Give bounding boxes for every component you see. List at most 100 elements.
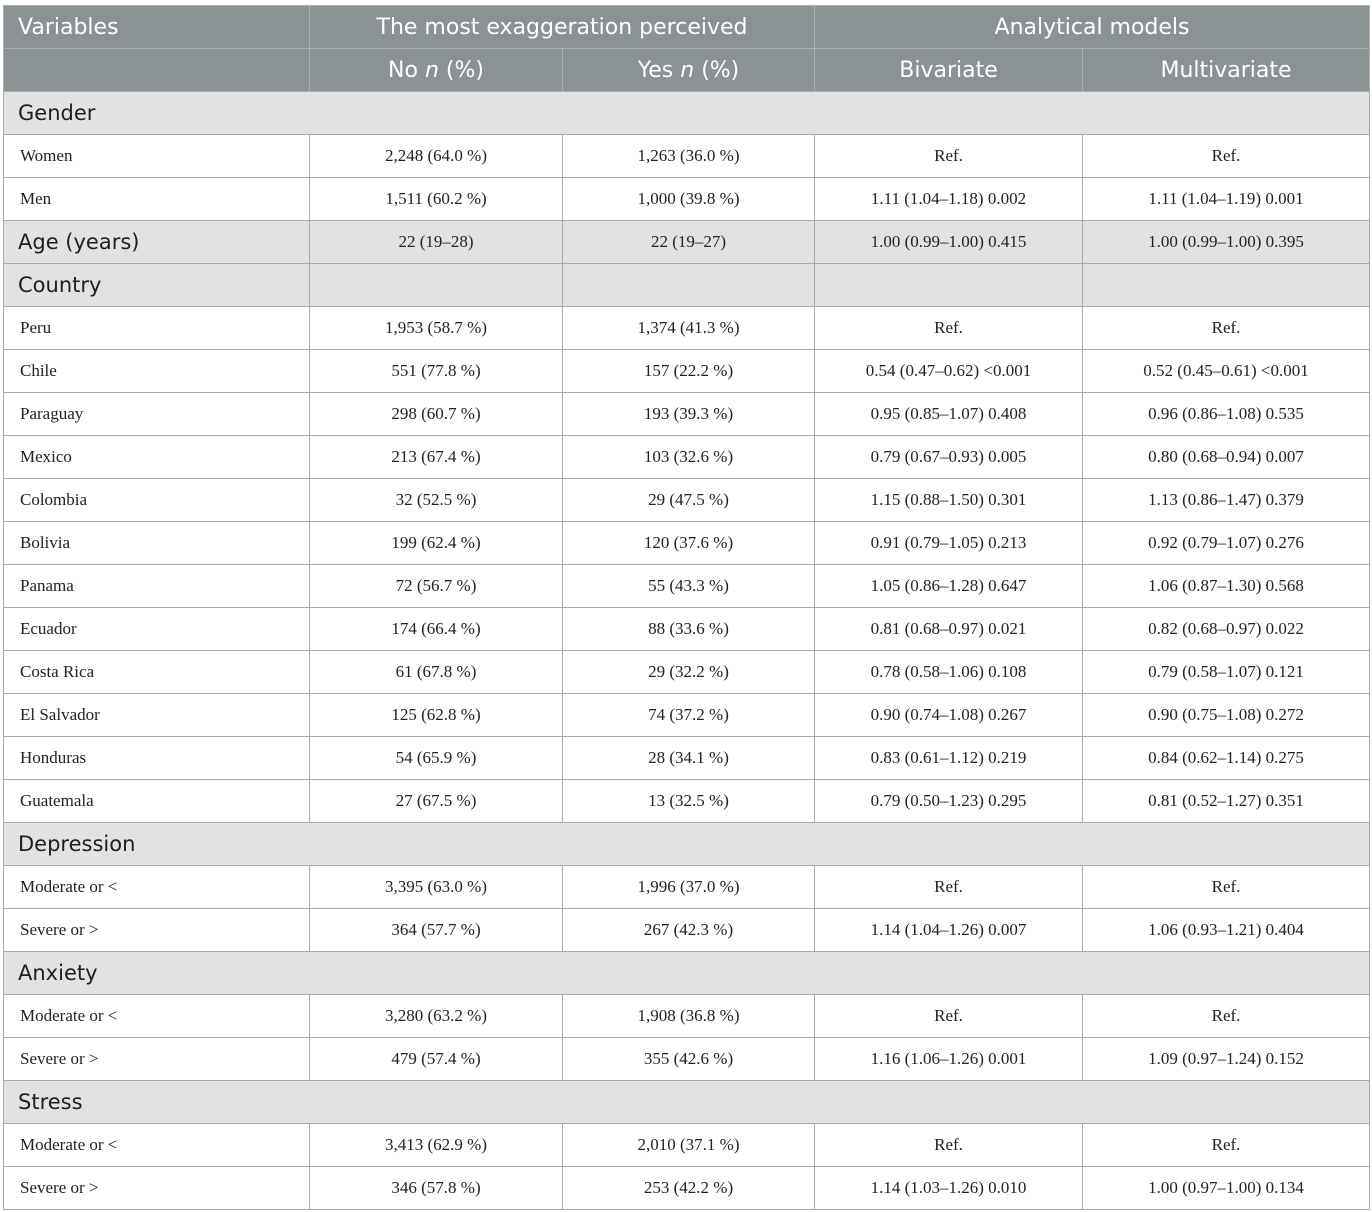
row-label: Severe or >: [3, 908, 310, 952]
group-row: Gender: [2, 91, 1371, 135]
row-label: Bolivia: [3, 521, 310, 565]
cell-bivariate: 1.11 (1.04–1.18) 0.002: [814, 177, 1084, 221]
header-analytical-models: Analytical models: [814, 5, 1371, 49]
cell-multivariate: 0.82 (0.68–0.97) 0.022: [1082, 607, 1371, 651]
cell-no: 61 (67.8 %): [309, 650, 563, 694]
cell-bivariate: 0.54 (0.47–0.62) <0.001: [814, 349, 1084, 393]
cell-bivariate: Ref.: [814, 134, 1084, 178]
cell-no: 22 (19–28): [309, 220, 563, 264]
table-row: El Salvador 125 (62.8 %) 74 (37.2 %) 0.90 (…: [3, 693, 1371, 737]
row-label: El Salvador: [3, 693, 310, 737]
cell-yes: 253 (42.2 %): [561, 1166, 816, 1210]
header-exaggeration: The most exaggeration perceived: [308, 5, 816, 49]
row-label: Severe or >: [3, 1037, 310, 1081]
cell-no: 213 (67.4 %): [309, 435, 563, 479]
cell-no: 3,280 (63.2 %): [309, 994, 563, 1038]
cell-yes: 1,996 (37.0 %): [561, 865, 816, 909]
row-label: Guatemala: [3, 779, 310, 823]
cell-multivariate: 0.81 (0.52–1.27) 0.351: [1082, 779, 1371, 823]
row-label: Men: [3, 177, 310, 221]
cell-yes: 193 (39.3 %): [561, 392, 816, 436]
cell-multivariate: 1.00 (0.99–1.00) 0.395: [1082, 220, 1371, 264]
cell-no: 364 (57.7 %): [309, 908, 563, 952]
cell-yes: 267 (42.3 %): [561, 908, 816, 952]
group-row: Depression: [2, 822, 1371, 866]
cell-no: 27 (67.5 %): [309, 779, 563, 823]
cell-bivariate: Ref.: [814, 306, 1084, 350]
cell-multivariate: 0.96 (0.86–1.08) 0.535: [1082, 392, 1371, 436]
row-label: Panama: [3, 564, 310, 608]
group-row: Country: [3, 263, 1371, 307]
cell-bivariate: [814, 263, 1084, 307]
row-label: Chile: [3, 349, 310, 393]
table-row: Paraguay 298 (60.7 %) 193 (39.3 %) 0.95 (0.…: [3, 392, 1371, 436]
cell-yes: 74 (37.2 %): [561, 693, 816, 737]
table-row: Moderate or <3,395 (63.0 %) 1,996 (37.0 %…: [3, 865, 1371, 909]
cell-bivariate: 1.00 (0.99–1.00) 0.415: [814, 220, 1084, 264]
table-row: Panama 72 (56.7 %) 55 (43.3 %) 1.05 (0.86–1…: [3, 564, 1371, 608]
cell-bivariate: 0.95 (0.85–1.07) 0.408: [814, 392, 1084, 436]
cell-no: 32 (52.5 %): [309, 478, 563, 522]
table-row: Women 2,248 (64.0 %) 1,263 (36.0 %) Ref. Ref…: [3, 134, 1371, 178]
table-header: Variables The most exaggeration perceive…: [3, 5, 1371, 92]
cell-yes: 28 (34.1 %): [561, 736, 816, 780]
table-row: Severe or >346 (57.8 %) 253 (42.2 %) 1.14 …: [3, 1166, 1371, 1210]
cell-yes: 29 (47.5 %): [561, 478, 816, 522]
cell-no: 199 (62.4 %): [309, 521, 563, 565]
cell-bivariate: Ref.: [814, 1123, 1084, 1167]
header-no: No n (%): [309, 48, 563, 92]
cell-multivariate: 1.06 (0.93–1.21) 0.404: [1082, 908, 1371, 952]
cell-multivariate: 0.92 (0.79–1.07) 0.276: [1082, 521, 1371, 565]
cell-multivariate: 0.84 (0.62–1.14) 0.275: [1082, 736, 1371, 780]
cell-no: 479 (57.4 %): [309, 1037, 563, 1081]
table-row: Chile 551 (77.8 %) 157 (22.2 %) 0.54 (0.47–…: [3, 349, 1371, 393]
cell-bivariate: 0.90 (0.74–1.08) 0.267: [814, 693, 1084, 737]
cell-no: 3,395 (63.0 %): [309, 865, 563, 909]
cell-yes: 355 (42.6 %): [561, 1037, 816, 1081]
cell-multivariate: 1.09 (0.97–1.24) 0.152: [1082, 1037, 1371, 1081]
cell-yes: 55 (43.3 %): [561, 564, 816, 608]
cell-no: 346 (57.8 %): [309, 1166, 563, 1210]
cell-bivariate: 1.16 (1.06–1.26) 0.001: [814, 1037, 1084, 1081]
table-row: Mexico 213 (67.4 %) 103 (32.6 %) 0.79 (0.67…: [3, 435, 1371, 479]
cell-multivariate: 0.80 (0.68–0.94) 0.007: [1082, 435, 1371, 479]
cell-multivariate: 1.00 (0.97–1.00) 0.134: [1082, 1166, 1371, 1210]
header-multivariate: Multivariate: [1082, 48, 1371, 92]
cell-no: 174 (66.4 %): [309, 607, 563, 651]
row-label: Moderate or <: [3, 994, 310, 1038]
group-label: Gender: [2, 91, 1371, 135]
cell-yes: 103 (32.6 %): [561, 435, 816, 479]
table-row: Honduras 54 (65.9 %) 28 (34.1 %) 0.83 (0.61…: [3, 736, 1371, 780]
cell-bivariate: 0.79 (0.67–0.93) 0.005: [814, 435, 1084, 479]
cell-yes: 120 (37.6 %): [561, 521, 816, 565]
table-row: Moderate or <3,413 (62.9 %) 2,010 (37.1 %…: [3, 1123, 1371, 1167]
table-row: Severe or >364 (57.7 %) 267 (42.3 %) 1.14 …: [3, 908, 1371, 952]
cell-multivariate: Ref.: [1082, 306, 1371, 350]
cell-no: 551 (77.8 %): [309, 349, 563, 393]
cell-no: 1,953 (58.7 %): [309, 306, 563, 350]
cell-bivariate: 0.78 (0.58–1.06) 0.108: [814, 650, 1084, 694]
header-yes: Yes n (%): [561, 48, 816, 92]
group-label: Depression: [2, 822, 1371, 866]
row-label: Moderate or <: [3, 1123, 310, 1167]
table-row: Ecuador 174 (66.4 %) 88 (33.6 %) 0.81 (0.68…: [3, 607, 1371, 651]
cell-yes: 1,263 (36.0 %): [561, 134, 816, 178]
cell-no: 54 (65.9 %): [309, 736, 563, 780]
row-label: Moderate or <: [3, 865, 310, 909]
cell-yes: 1,908 (36.8 %): [561, 994, 816, 1038]
table-row: Peru 1,953 (58.7 %) 1,374 (41.3 %) Ref. Ref.: [3, 306, 1371, 350]
cell-bivariate: 1.14 (1.03–1.26) 0.010: [814, 1166, 1084, 1210]
cell-bivariate: 0.91 (0.79–1.05) 0.213: [814, 521, 1084, 565]
row-label: Ecuador: [3, 607, 310, 651]
group-row: Age (years) 22 (19–28) 22 (19–27) 1.00 (0.9…: [3, 220, 1371, 264]
header-variables: Variables: [3, 5, 310, 49]
group-label: Stress: [2, 1080, 1371, 1124]
row-label: Country: [3, 263, 310, 307]
cell-bivariate: Ref.: [814, 994, 1084, 1038]
cell-yes: [561, 263, 816, 307]
table-row: Men 1,511 (60.2 %) 1,000 (39.8 %) 1.11 (1.0…: [3, 177, 1371, 221]
group-label: Anxiety: [2, 951, 1371, 995]
cell-yes: 22 (19–27): [561, 220, 816, 264]
table-body: Gender Women 2,248 (64.0 %) 1,263 (36.0 %) R…: [2, 91, 1371, 1210]
cell-multivariate: Ref.: [1082, 1123, 1371, 1167]
